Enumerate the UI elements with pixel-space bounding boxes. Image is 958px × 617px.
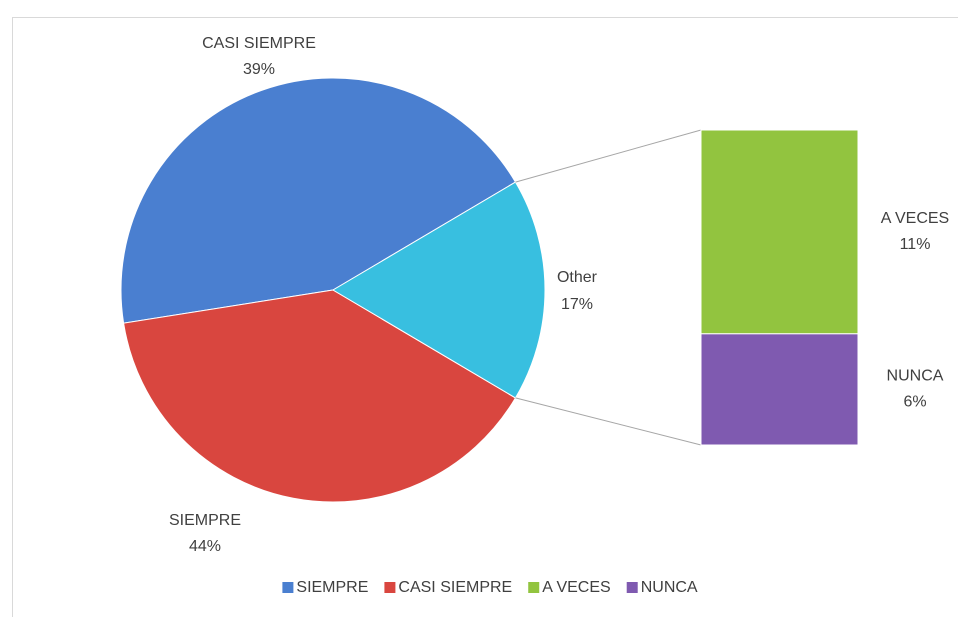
slice-value-label: 44% bbox=[189, 538, 221, 555]
chart-frame bbox=[12, 17, 958, 617]
bar-segment bbox=[700, 333, 859, 446]
segment-value-label: 6% bbox=[903, 394, 926, 411]
legend-label: CASI SIEMPRE bbox=[398, 579, 512, 596]
other-value-label: 17% bbox=[561, 296, 593, 313]
slice-value-label: 39% bbox=[243, 61, 275, 78]
segment-label: A VECES bbox=[881, 210, 949, 227]
other-slice bbox=[332, 181, 546, 399]
legend-swatch bbox=[384, 582, 396, 593]
legend-label: SIEMPRE bbox=[296, 579, 368, 596]
connector bbox=[515, 397, 702, 446]
slice-label: SIEMPRE bbox=[169, 512, 241, 529]
legend-swatch bbox=[626, 582, 638, 593]
segment-label: NUNCA bbox=[887, 368, 944, 385]
legend-label: NUNCA bbox=[641, 579, 698, 596]
legend-swatch bbox=[528, 582, 540, 593]
connector bbox=[515, 129, 702, 183]
bar-segment bbox=[700, 129, 859, 335]
slice-label: CASI SIEMPRE bbox=[202, 35, 316, 52]
segment-value-label: 11% bbox=[900, 236, 931, 253]
pie-slice bbox=[123, 289, 517, 503]
legend-label: A VECES bbox=[542, 579, 610, 596]
other-label: Other bbox=[557, 269, 598, 286]
pie-slice bbox=[120, 77, 517, 324]
legend-swatch bbox=[282, 582, 294, 593]
